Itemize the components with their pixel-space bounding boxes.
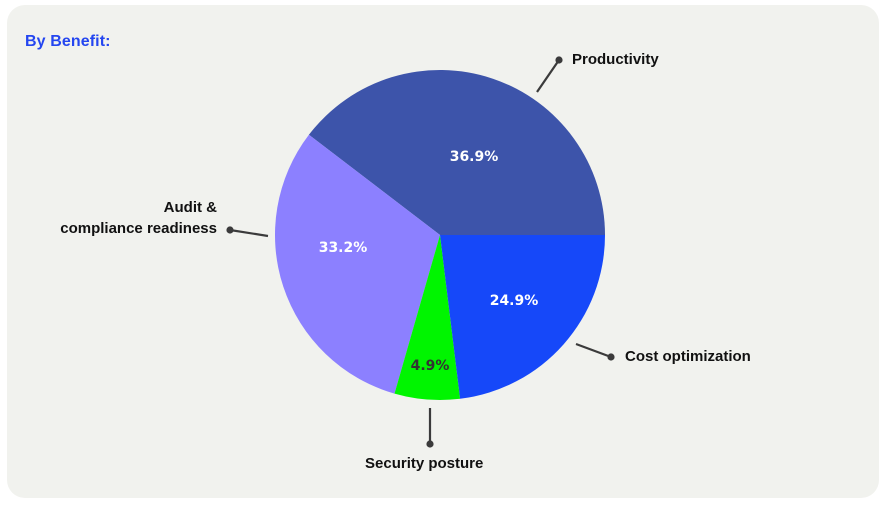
label-audit-line1: Audit & <box>163 199 217 216</box>
leader-dot-audit <box>226 226 234 234</box>
label-audit-line2: compliance readiness <box>60 220 217 237</box>
slice-audit-compliance[interactable] <box>274 134 440 394</box>
leader-dot-cost <box>607 353 615 361</box>
leader-productivity <box>536 59 560 93</box>
pct-audit: 33.2% <box>319 240 368 256</box>
slice-security-posture[interactable] <box>394 235 461 401</box>
label-productivity: Productivity <box>572 51 659 68</box>
pct-productivity: 36.9% <box>450 149 499 165</box>
pct-security: 4.9% <box>411 358 450 374</box>
pct-cost: 24.9% <box>490 293 539 309</box>
chart-title: By Benefit: <box>25 33 111 50</box>
leader-dot-security <box>426 440 434 448</box>
leader-dot-productivity <box>555 56 563 64</box>
label-security: Security posture <box>365 455 484 472</box>
slice-cost-optimization[interactable] <box>440 235 605 399</box>
leader-cost <box>575 342 612 359</box>
slice-productivity[interactable] <box>308 69 605 236</box>
label-cost: Cost optimization <box>625 348 751 365</box>
label-audit: Audit & compliance readiness <box>60 197 217 239</box>
leader-audit <box>229 228 269 238</box>
